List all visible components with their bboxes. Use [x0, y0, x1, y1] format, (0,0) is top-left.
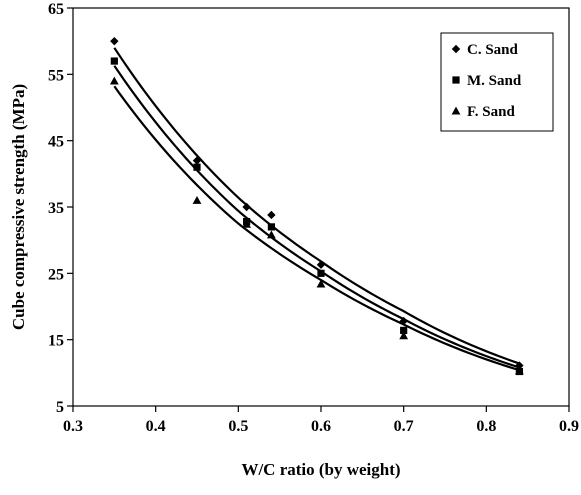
- data-point-square: [193, 163, 201, 171]
- data-point-triangle: [399, 331, 409, 340]
- legend-marker-triangle: [451, 106, 461, 115]
- x-tick-label: 0.8: [476, 418, 496, 435]
- data-point-diamond: [110, 36, 119, 46]
- data-point-diamond: [399, 316, 408, 326]
- data-point-triangle: [192, 195, 202, 204]
- data-point-diamond: [192, 156, 202, 165]
- x-tick-label: 0.9: [559, 418, 579, 435]
- legend-marker-diamond: [451, 44, 461, 54]
- legend-label: F. Sand: [467, 104, 515, 120]
- y-axis-title: Cube compressive strength (MPa): [9, 84, 28, 330]
- y-tick-label: 55: [48, 67, 64, 84]
- data-point-square: [267, 223, 275, 231]
- legend-label: M. Sand: [467, 73, 522, 89]
- x-tick-label: 0.4: [146, 418, 166, 435]
- x-tick-label: 0.5: [228, 418, 248, 435]
- y-tick-label: 5: [56, 399, 64, 416]
- data-point-diamond: [515, 361, 524, 370]
- y-tick-label: 25: [48, 266, 64, 283]
- data-point-square: [400, 326, 408, 334]
- legend-label: C. Sand: [467, 42, 519, 58]
- y-tick-label: 15: [48, 333, 64, 350]
- trend-line: [113, 47, 520, 365]
- data-point-triangle: [242, 219, 251, 228]
- trend-line: [113, 85, 520, 372]
- data-point-triangle: [109, 76, 119, 85]
- trend-line: [113, 65, 520, 369]
- y-tick-label: 35: [48, 200, 64, 217]
- data-point-diamond: [267, 210, 276, 220]
- legend: C. Sand M. Sand F. Sand: [440, 32, 554, 132]
- x-axis-ticks: 0.3 0.4 0.5 0.6 0.7 0.8 0.9: [63, 406, 579, 435]
- data-points: [109, 36, 524, 376]
- data-point-triangle: [267, 230, 276, 239]
- data-point-square: [110, 57, 118, 65]
- data-point-diamond: [316, 260, 326, 269]
- x-axis-title: W/C ratio (by weight): [241, 460, 400, 479]
- trend-lines: [113, 47, 520, 372]
- y-tick-label: 65: [48, 1, 64, 18]
- data-point-diamond: [242, 202, 251, 212]
- x-tick-label: 0.3: [63, 418, 83, 435]
- x-tick-label: 0.6: [311, 418, 331, 435]
- data-point-square: [317, 269, 325, 277]
- data-point-triangle: [515, 366, 524, 375]
- legend-marker-square: [452, 76, 460, 84]
- y-tick-label: 45: [48, 134, 64, 151]
- x-tick-label: 0.7: [394, 418, 414, 435]
- data-point-triangle: [316, 279, 326, 288]
- y-axis-ticks: 5 15 25 35 45 55 65: [48, 1, 73, 416]
